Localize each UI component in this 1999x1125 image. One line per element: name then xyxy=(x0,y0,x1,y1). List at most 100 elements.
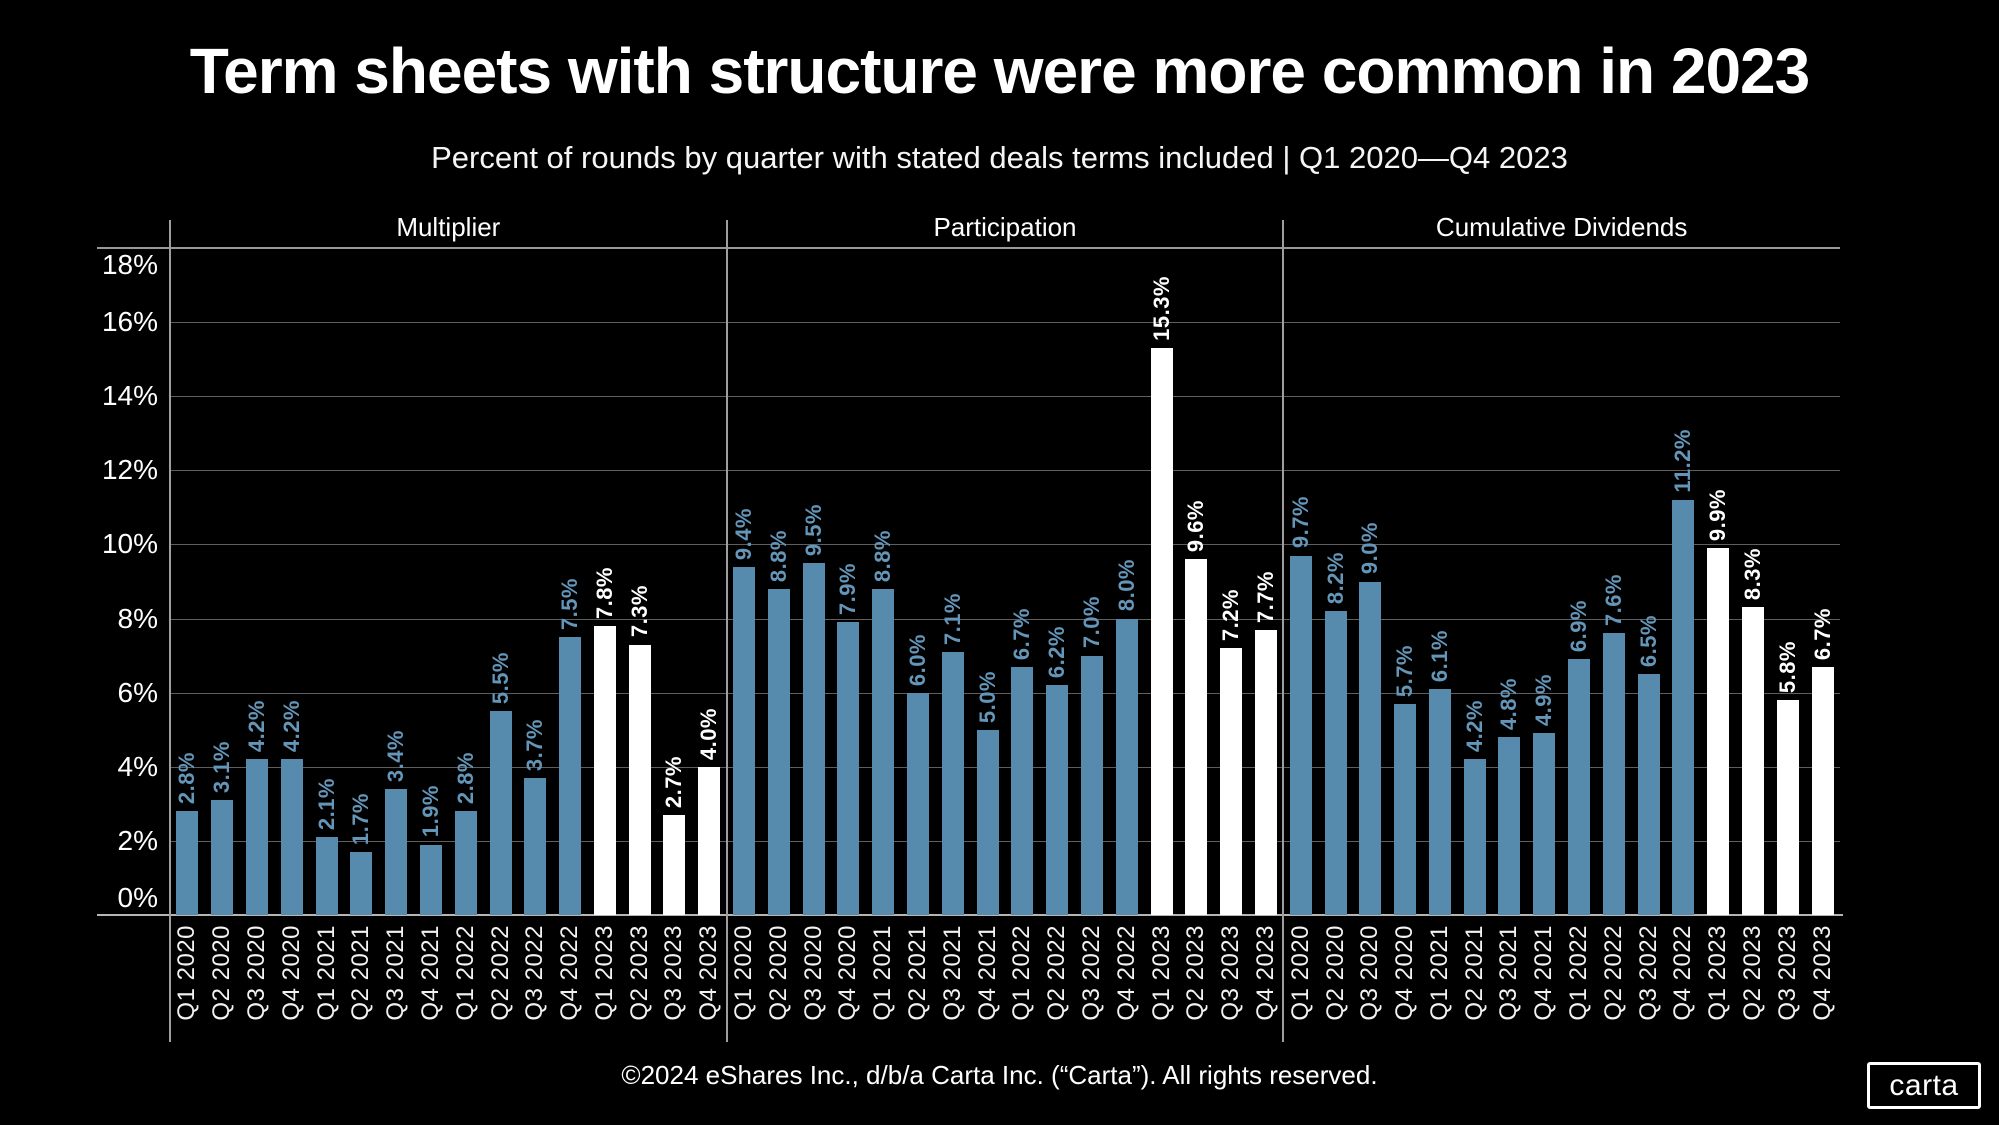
bar-value-label: 5.7% xyxy=(1392,644,1418,697)
x-axis-tick-label: Q4 2021 xyxy=(1530,925,1558,1021)
x-axis-tick-label: Q2 2021 xyxy=(347,925,375,1021)
x-axis-tick-label: Q1 2020 xyxy=(1286,925,1314,1021)
bar-value-label: 8.2% xyxy=(1322,552,1348,605)
bar xyxy=(176,811,199,915)
x-axis-tick-label: Q1 2020 xyxy=(730,925,758,1021)
bar-value-label: 2.8% xyxy=(174,752,200,805)
bar xyxy=(385,789,408,915)
bar-slot: 3.4% Q3 2021 xyxy=(379,248,414,1021)
bar-value-label: 7.1% xyxy=(939,592,965,645)
bar xyxy=(593,625,616,915)
plot-area: Multiplier 2.8% Q1 2020 3.1% Q2 2020 4.2% Q3 2… xyxy=(97,212,1843,1042)
x-axis-tick-label: Q2 2021 xyxy=(904,925,931,1021)
bar-value-label: 4.2% xyxy=(1461,700,1487,753)
bar xyxy=(628,644,651,915)
bar-value-label: 6.9% xyxy=(1566,600,1592,653)
bar xyxy=(1533,733,1556,915)
panel-separator xyxy=(725,220,728,1042)
bar-value-label: 4.9% xyxy=(1531,674,1557,727)
panel-title: Participation xyxy=(933,212,1077,242)
x-axis-tick-label: Q3 2020 xyxy=(1356,925,1384,1021)
bar-slot: 3.1% Q2 2020 xyxy=(205,248,240,1021)
gridline xyxy=(170,322,1840,324)
bar-slot: 8.8% Q1 2021 xyxy=(866,248,901,1021)
y-axis-tick-label: 18% xyxy=(101,249,158,280)
bar xyxy=(1602,633,1625,915)
bar-value-label: 6.5% xyxy=(1635,614,1661,668)
x-axis-tick-label: Q4 2023 xyxy=(695,925,723,1021)
bar-slot: 2.8% Q1 2022 xyxy=(448,248,483,1020)
bar-value-label: 2.1% xyxy=(313,778,339,831)
y-axis-tick-label: 10% xyxy=(101,528,158,560)
bar-value-label: 4.2% xyxy=(243,700,269,753)
bar-slot: 11.2% Q4 2022 xyxy=(1666,248,1701,1020)
bar xyxy=(1811,666,1834,915)
bar-slot: 2.7% Q3 2023 xyxy=(657,248,692,1021)
x-axis-tick-label: Q4 2021 xyxy=(973,925,1001,1021)
bar-slot: 4.0% Q4 2023 xyxy=(692,248,727,1021)
bar xyxy=(1637,674,1660,915)
x-axis-tick-label: Q3 2020 xyxy=(799,925,827,1021)
gridline xyxy=(170,766,1840,768)
bar-value-label: 8.8% xyxy=(765,529,791,582)
bar-slot: 7.6% Q2 2022 xyxy=(1596,248,1631,1020)
gridline-top xyxy=(97,247,1840,249)
bar-slot: 9.4% Q1 2020 xyxy=(727,248,762,1021)
y-axis-line xyxy=(169,220,171,1042)
bar-slot: 7.9% Q4 2020 xyxy=(831,248,866,1020)
bar xyxy=(1289,555,1312,915)
bar-value-label: 11.2% xyxy=(1670,429,1696,493)
x-axis-tick-label: Q3 2022 xyxy=(1077,925,1105,1021)
bar-value-label: 9.9% xyxy=(1705,489,1731,542)
bar-slot: 4.2% Q2 2021 xyxy=(1457,248,1492,1020)
bar-value-label: 9.6% xyxy=(1183,500,1209,553)
bar xyxy=(419,844,442,915)
bar xyxy=(1568,659,1591,915)
x-axis-tick-label: Q3 2023 xyxy=(660,925,688,1021)
x-axis-tick-label: Q2 2023 xyxy=(1739,925,1766,1021)
carta-logo: carta xyxy=(1867,1062,1981,1109)
bar-slot: 6.1% Q1 2021 xyxy=(1422,248,1457,1021)
gridline xyxy=(170,692,1840,694)
bar-value-label: 5.5% xyxy=(487,652,513,705)
bar xyxy=(802,562,825,915)
x-axis-tick-label: Q1 2023 xyxy=(590,925,618,1021)
bar-slot: 6.5% Q3 2022 xyxy=(1631,248,1666,1021)
bar-value-label: 5.0% xyxy=(974,670,1000,723)
x-axis-tick-label: Q3 2021 xyxy=(1495,925,1523,1021)
bar xyxy=(872,588,895,915)
bar-value-label: 9.0% xyxy=(1357,522,1383,575)
bar-value-label: 6.2% xyxy=(1044,626,1070,679)
y-axis-tick-label: 2% xyxy=(117,824,158,856)
gridline xyxy=(170,396,1840,398)
y-axis-tick-label: 4% xyxy=(117,750,158,782)
bar-slot: 7.1% Q3 2021 xyxy=(935,248,970,1021)
bar-slot: 5.7% Q4 2020 xyxy=(1388,248,1423,1021)
x-axis-tick-label: Q4 2023 xyxy=(1808,925,1836,1021)
bar-slot: 6.7% Q1 2022 xyxy=(1005,248,1040,1021)
bar-value-label: 4.0% xyxy=(696,707,722,760)
bar-slot: 9.0% Q3 2020 xyxy=(1353,248,1388,1020)
bar-value-label: 7.3% xyxy=(626,585,652,638)
x-axis-tick-label: Q1 2021 xyxy=(869,925,897,1021)
bar xyxy=(733,566,756,915)
bar xyxy=(1150,348,1173,915)
x-axis-tick-label: Q1 2021 xyxy=(312,925,340,1021)
bar-value-label: 9.7% xyxy=(1287,496,1313,549)
carta-logo-text: carta xyxy=(1889,1068,1959,1102)
bar-slot: 9.9% Q1 2023 xyxy=(1701,248,1736,1021)
bar-slot: 7.2% Q3 2023 xyxy=(1214,248,1249,1021)
x-axis-tick-label: Q1 2020 xyxy=(173,925,201,1021)
bar-value-label: 8.0% xyxy=(1113,559,1139,612)
panel-multiplier: Multiplier 2.8% Q1 2020 3.1% Q2 2020 4.2% Q3 2… xyxy=(170,212,727,1021)
x-axis-tick-label: Q1 2022 xyxy=(1008,925,1036,1021)
bar-value-label: 3.1% xyxy=(209,740,235,794)
x-axis-tick-label: Q2 2022 xyxy=(1043,925,1071,1021)
bar-value-label: 15.3% xyxy=(1148,276,1174,342)
bar xyxy=(976,729,999,915)
bar xyxy=(907,692,929,915)
bar xyxy=(245,759,268,915)
bar-slot: 7.3% Q2 2023 xyxy=(622,248,657,1020)
